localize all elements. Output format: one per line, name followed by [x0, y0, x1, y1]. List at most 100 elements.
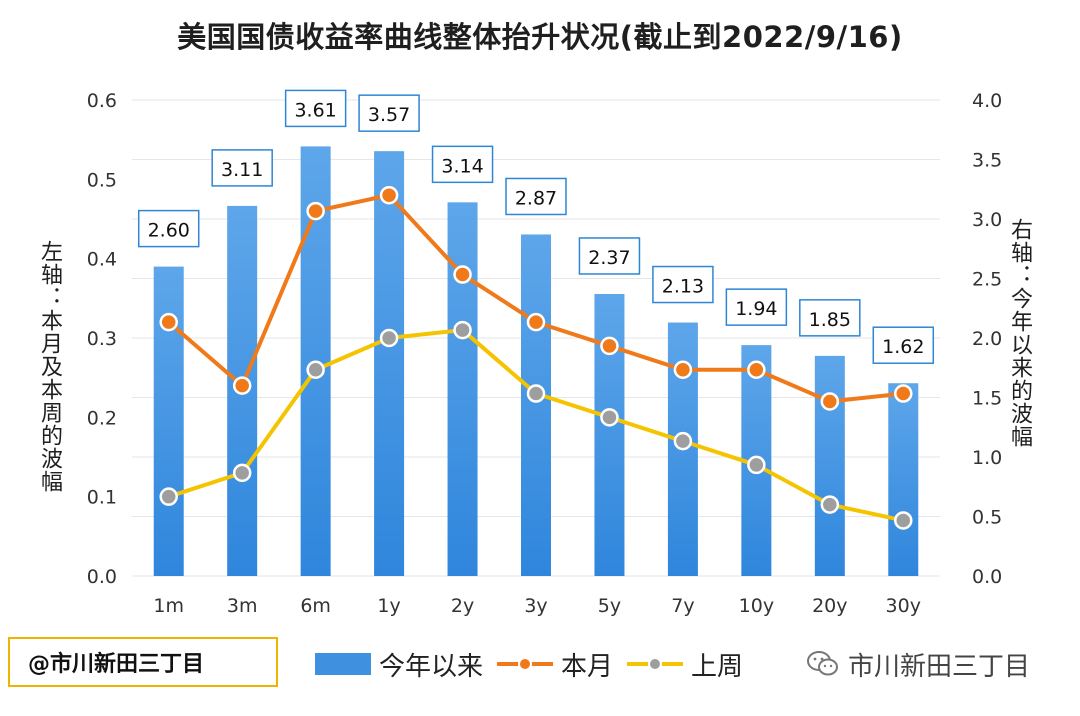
current-month-point-1m: [159, 312, 178, 332]
bar-20y: [814, 355, 845, 576]
last-week-point-5y: [600, 408, 619, 427]
legend: 今年以来 本月 上周: [315, 644, 757, 684]
right-axis-label: 右轴：今年以来的波幅: [1007, 218, 1032, 448]
left-axis-label: 左轴：本月及本周的波幅: [37, 240, 62, 493]
current-month-point-7y: [673, 360, 693, 379]
bar-label-7y: 2.13: [652, 265, 714, 304]
last-week-point-3m: [232, 463, 252, 483]
right-tick-label: 0.0: [972, 566, 1002, 588]
bar-label-text: 3.57: [368, 104, 410, 126]
watermark-box: @市川新田三丁目: [8, 637, 278, 687]
bar-label-box: [137, 209, 200, 248]
current-month-point-1y: [379, 185, 399, 205]
current-month-series: [159, 185, 913, 411]
left-tick-label: 0.3: [87, 328, 117, 350]
legend-swatch-week: [627, 653, 684, 675]
bar-label-box: [284, 89, 347, 128]
x-tick-label: 7y: [671, 595, 694, 617]
bar-label-6m: 3.61: [284, 89, 347, 128]
bar-label-text: 2.13: [662, 276, 704, 298]
bar-value-labels: 2.60 3.11 3.61 3.57 3.14 2.87 2.37 2.13 1.94 1.85…: [137, 89, 935, 364]
right-tick-label: 3.5: [972, 150, 1002, 172]
legend-item-ytd: 今年以来: [315, 646, 483, 683]
bar-label-box: [505, 177, 567, 216]
right-tick-label: 3.0: [972, 209, 1002, 231]
bar-label-box: [358, 94, 420, 132]
x-tick-label: 10y: [739, 595, 774, 617]
x-tick-label: 20y: [812, 595, 847, 617]
last-week-point-20y: [820, 495, 840, 514]
current-month-point-5y: [600, 336, 619, 356]
right-tick-label: 1.0: [972, 447, 1002, 469]
current-month-point-2y: [453, 265, 472, 284]
bar-2y: [447, 202, 478, 576]
x-tick-label: 2y: [451, 595, 474, 617]
brand-text: 市川新田三丁目: [848, 651, 1031, 682]
legend-label-ytd: 今年以来: [379, 651, 484, 682]
wechat-icon: [807, 651, 838, 676]
last-week-point-3y: [526, 384, 546, 403]
legend-label-month: 本月: [561, 651, 614, 682]
right-tick-label: 4.0: [972, 90, 1002, 112]
bar-label-box: [578, 237, 641, 275]
bar-label-box: [725, 288, 788, 326]
bar-label-2y: 3.14: [431, 145, 494, 184]
x-tick-label: 3m: [227, 595, 258, 617]
bar-label-30y: 1.62: [872, 326, 935, 364]
bar-label-text: 3.11: [221, 159, 263, 181]
left-axis-ticks: 0.0 0.1 0.2 0.3 0.4 0.5 0.6: [87, 90, 117, 588]
bar-label-box: [652, 265, 714, 304]
bar-label-text: 1.62: [882, 336, 924, 358]
watermark-text: @市川新田三丁目: [28, 652, 205, 677]
bar-label-text: 2.87: [515, 187, 557, 209]
bar-label-3y: 2.87: [505, 177, 567, 216]
bar-label-box: [872, 326, 935, 364]
legend-item-week: 上周: [627, 646, 743, 683]
last-week-point-10y: [747, 455, 766, 475]
x-tick-label: 3y: [524, 595, 547, 617]
left-tick-label: 0.6: [87, 90, 117, 112]
bar-label-20y: 1.85: [799, 299, 861, 337]
current-month-point-6m: [306, 201, 325, 221]
left-tick-label: 0.2: [87, 407, 117, 429]
x-tick-label: 1m: [153, 595, 184, 617]
bar-label-text: 1.85: [809, 309, 851, 331]
bar-label-text: 1.94: [735, 298, 777, 320]
left-tick-label: 0.0: [87, 566, 117, 588]
left-tick-label: 0.1: [87, 487, 117, 509]
bars: [153, 146, 919, 577]
last-week-point-1y: [379, 328, 399, 348]
bar-label-10y: 1.94: [725, 288, 788, 326]
left-tick-label: 0.4: [87, 249, 117, 271]
bar-label-text: 2.37: [588, 247, 630, 269]
last-week-point-7y: [673, 431, 693, 451]
x-tick-label: 30y: [886, 595, 921, 617]
legend-label-week: 上周: [691, 651, 744, 682]
bar-label-text: 3.61: [294, 99, 336, 121]
legend-swatch-bar: [315, 653, 371, 675]
current-month-point-3y: [526, 312, 546, 332]
right-tick-label: 2.5: [972, 269, 1002, 291]
bar-30y: [888, 383, 919, 576]
x-axis-ticks: 1m 3m 6m 1y 2y 3y 5y 7y 10y 20y 30y: [153, 595, 921, 617]
bar-1y: [374, 151, 405, 577]
last-week-point-1m: [159, 487, 178, 506]
bar-label-box: [799, 299, 861, 337]
bar-label-box: [431, 145, 494, 184]
legend-item-month: 本月: [497, 646, 613, 683]
bar-label-1m: 2.60: [137, 209, 200, 248]
legend-swatch-month: [497, 653, 554, 675]
bar-label-5y: 2.37: [578, 237, 641, 275]
bar-label-text: 2.60: [148, 220, 190, 242]
chart-title: 美国国债收益率曲线整体抬升状况(截止到2022/9/16): [177, 20, 903, 54]
x-tick-label: 6m: [300, 595, 331, 617]
bar-label-3m: 3.11: [211, 149, 273, 187]
left-tick-label: 0.5: [87, 169, 117, 191]
last-week-point-30y: [894, 511, 913, 530]
current-month-point-30y: [894, 384, 913, 403]
current-month-point-20y: [820, 392, 840, 411]
current-month-point-3m: [232, 376, 252, 395]
right-axis-ticks: 0.0 0.5 1.0 1.5 2.0 2.5 3.0 3.5 4.0: [972, 90, 1002, 588]
right-tick-label: 1.5: [972, 388, 1002, 410]
